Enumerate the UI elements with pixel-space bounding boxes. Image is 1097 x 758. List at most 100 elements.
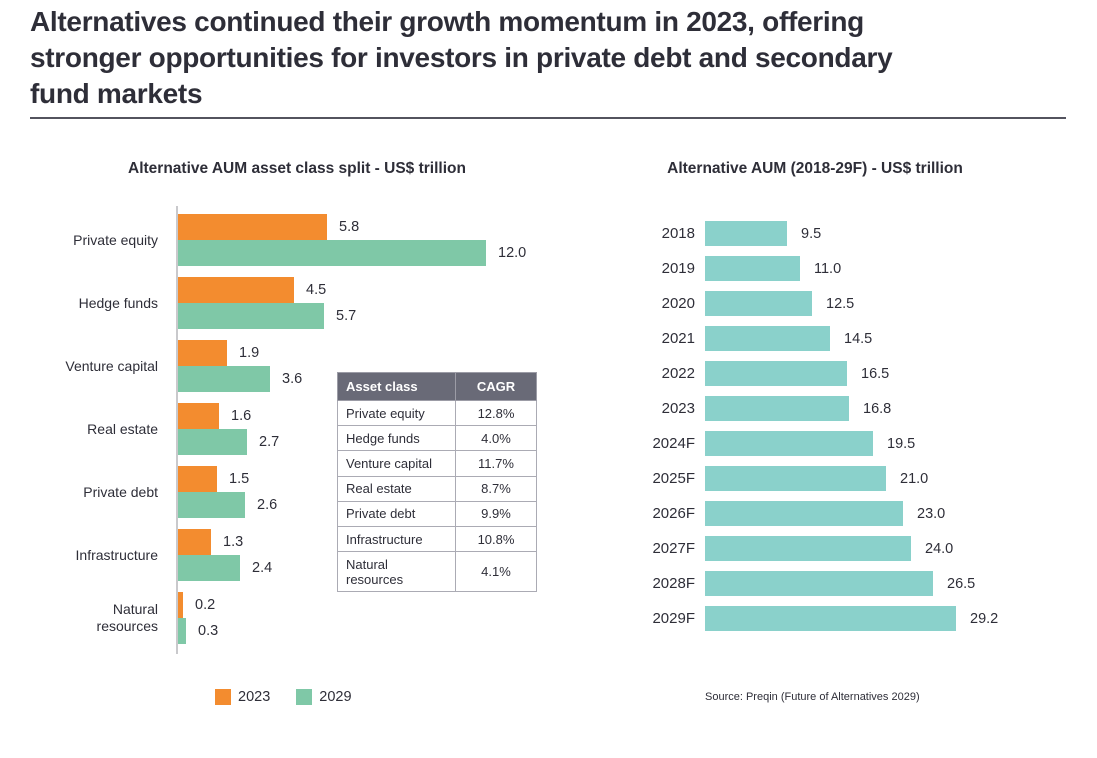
chart-row: 2029F 29.2: [630, 606, 1070, 631]
category-label: Private debt: [83, 483, 158, 500]
bar-aum: [705, 431, 873, 456]
legend-swatch-2023: [215, 689, 231, 705]
chart-row: 2022 16.5: [630, 361, 1070, 386]
category-label: Venture capital: [65, 357, 158, 374]
bar-2023: [178, 340, 227, 366]
table-cell: Venture capital: [337, 450, 456, 477]
bar-2029: [178, 303, 324, 329]
category-bars: 4.5 5.7: [168, 277, 356, 329]
value-label: 1.6: [231, 408, 252, 424]
table-row: Venture capital 11.7%: [337, 450, 537, 477]
legend-label: 2029: [319, 689, 352, 705]
bar-aum: [705, 221, 787, 246]
value-label: 24.0: [925, 540, 954, 557]
left-chart-bars: Private equity 5.8 12.0 Hedge funds 4.5 5.7 Ve…: [30, 214, 590, 655]
chart-row: 2023 16.8: [630, 396, 1070, 421]
table-row: Private debt 9.9%: [337, 500, 537, 527]
value-label: 29.2: [970, 610, 999, 627]
table-row: Real estate 8.7%: [337, 475, 537, 502]
value-label: 0.2: [195, 597, 216, 613]
category-label: Natural resources: [96, 601, 158, 634]
bar-aum: [705, 536, 911, 561]
legend-swatch-2029: [296, 689, 313, 705]
value-label: 9.5: [801, 225, 822, 242]
chart-row: 2020 12.5: [630, 291, 1070, 316]
value-label: 4.5: [306, 282, 327, 298]
bar-2029: [178, 555, 240, 581]
bar-line: 2.6: [178, 492, 277, 518]
table-cell: 9.9%: [455, 500, 537, 527]
table-row: Infrastructure 10.8%: [337, 525, 537, 553]
bar-aum: [705, 256, 800, 281]
table-cell: 12.8%: [455, 399, 537, 427]
bar-2029: [178, 240, 486, 266]
value-label: 23.0: [917, 505, 946, 522]
year-label: 2027F: [652, 540, 695, 557]
value-label: 1.3: [223, 534, 244, 550]
table-header-row: Asset class CAGR: [337, 372, 537, 401]
category-label: Real estate: [87, 420, 158, 437]
bar-line: 2.7: [178, 429, 279, 455]
bar-2023: [178, 403, 219, 429]
bar-aum: [705, 361, 847, 386]
chart-row: 2025F 21.0: [630, 466, 1070, 491]
bar-aum: [705, 606, 956, 631]
page-title-line: stronger opportunities for investors in …: [30, 42, 893, 73]
chart-row: Natural resources 0.2 0.3: [30, 592, 590, 644]
left-chart-title: Alternative AUM asset class split - US$ …: [128, 160, 466, 177]
table-cell: 11.7%: [455, 450, 537, 477]
year-label: 2020: [661, 295, 695, 312]
chart-row: 2021 14.5: [630, 326, 1070, 351]
chart-row: 2024F 19.5: [630, 431, 1070, 456]
chart-row: 2018 9.5: [630, 221, 1070, 246]
legend-item-2023: 2023: [215, 689, 270, 705]
category-bars: 1.6 2.7: [168, 403, 279, 455]
page-title-line: Alternatives continued their growth mome…: [30, 6, 864, 37]
source-note: Source: Preqin (Future of Alternatives 2…: [705, 691, 920, 703]
bar-2023: [178, 592, 183, 618]
value-label: 11.0: [814, 260, 842, 277]
table-header-cell: Asset class: [337, 372, 456, 401]
bar-line: 1.9: [178, 340, 302, 366]
bar-2023: [178, 214, 327, 240]
bar-2029: [178, 366, 270, 392]
legend-item-2029: 2029: [296, 689, 352, 705]
value-label: 21.0: [900, 470, 929, 487]
table-cell: Hedge funds: [337, 425, 456, 452]
cagr-table: Asset class CAGR Private equity 12.8% Hedge…: [337, 372, 537, 593]
year-label: 2026F: [652, 505, 695, 522]
chart-row: Private debt 1.5 2.6: [30, 466, 590, 518]
category-bars: 0.2 0.3: [168, 592, 218, 644]
year-label: 2019: [661, 260, 695, 277]
bar-2023: [178, 277, 294, 303]
bar-aum: [705, 466, 886, 491]
category-label: Infrastructure: [75, 546, 158, 563]
category-label: Private equity: [73, 231, 158, 248]
chart-row: 2028F 26.5: [630, 571, 1070, 596]
cagr-table-head: Asset class CAGR: [337, 372, 537, 401]
bar-aum: [705, 501, 903, 526]
bar-line: 12.0: [178, 240, 526, 266]
table-cell: Real estate: [337, 475, 456, 502]
value-label: 19.5: [887, 435, 916, 452]
table-cell: 4.0%: [455, 425, 537, 452]
right-chart-bars: 2018 9.5 2019 11.0 2020 12.5 2021 14.5 2022 16.5 2…: [630, 221, 1070, 641]
table-row: Private equity 12.8%: [337, 399, 537, 427]
bar-2029: [178, 618, 186, 644]
value-label: 14.5: [844, 330, 873, 347]
year-label: 2025F: [652, 470, 695, 487]
chart-row: Hedge funds 4.5 5.7: [30, 277, 590, 329]
table-cell: 4.1%: [455, 551, 537, 593]
chart-row: 2026F 23.0: [630, 501, 1070, 526]
value-label: 1.5: [229, 471, 250, 487]
bar-line: 5.7: [178, 303, 356, 329]
bar-aum: [705, 571, 933, 596]
value-label: 5.7: [336, 308, 357, 324]
chart-legend: 2023 2029: [215, 689, 352, 705]
chart-row: Infrastructure 1.3 2.4: [30, 529, 590, 581]
value-label: 2.7: [259, 434, 280, 450]
value-label: 16.8: [863, 400, 892, 417]
year-label: 2021: [661, 330, 695, 347]
year-label: 2028F: [652, 575, 695, 592]
